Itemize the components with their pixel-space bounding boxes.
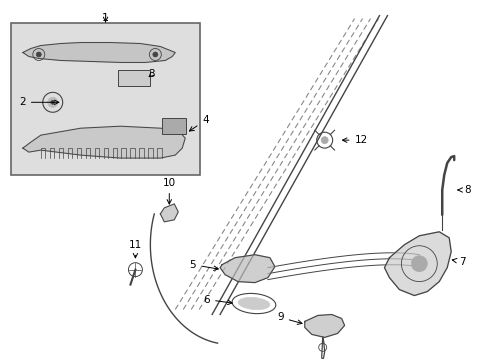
Text: 5: 5 — [189, 260, 218, 270]
Polygon shape — [220, 255, 274, 283]
Polygon shape — [384, 232, 450, 296]
Text: 2: 2 — [19, 97, 59, 107]
Circle shape — [410, 256, 427, 272]
Ellipse shape — [238, 297, 269, 310]
Text: 11: 11 — [128, 240, 142, 258]
Polygon shape — [23, 42, 175, 62]
Circle shape — [153, 52, 158, 57]
Text: 6: 6 — [203, 294, 232, 305]
Text: 12: 12 — [342, 135, 367, 145]
Bar — [162, 118, 186, 134]
Circle shape — [321, 137, 327, 144]
Text: 9: 9 — [277, 312, 302, 324]
Polygon shape — [160, 204, 178, 222]
Bar — [118, 71, 150, 86]
Circle shape — [48, 97, 58, 107]
Polygon shape — [23, 126, 185, 158]
Text: 4: 4 — [189, 115, 208, 131]
Circle shape — [51, 100, 55, 104]
Text: 3: 3 — [148, 69, 155, 80]
Text: 1: 1 — [102, 13, 109, 23]
Circle shape — [36, 52, 41, 57]
Polygon shape — [304, 315, 344, 337]
Bar — [11, 23, 200, 175]
Text: 8: 8 — [457, 185, 470, 195]
Text: 10: 10 — [163, 178, 176, 204]
Text: 7: 7 — [451, 257, 465, 267]
